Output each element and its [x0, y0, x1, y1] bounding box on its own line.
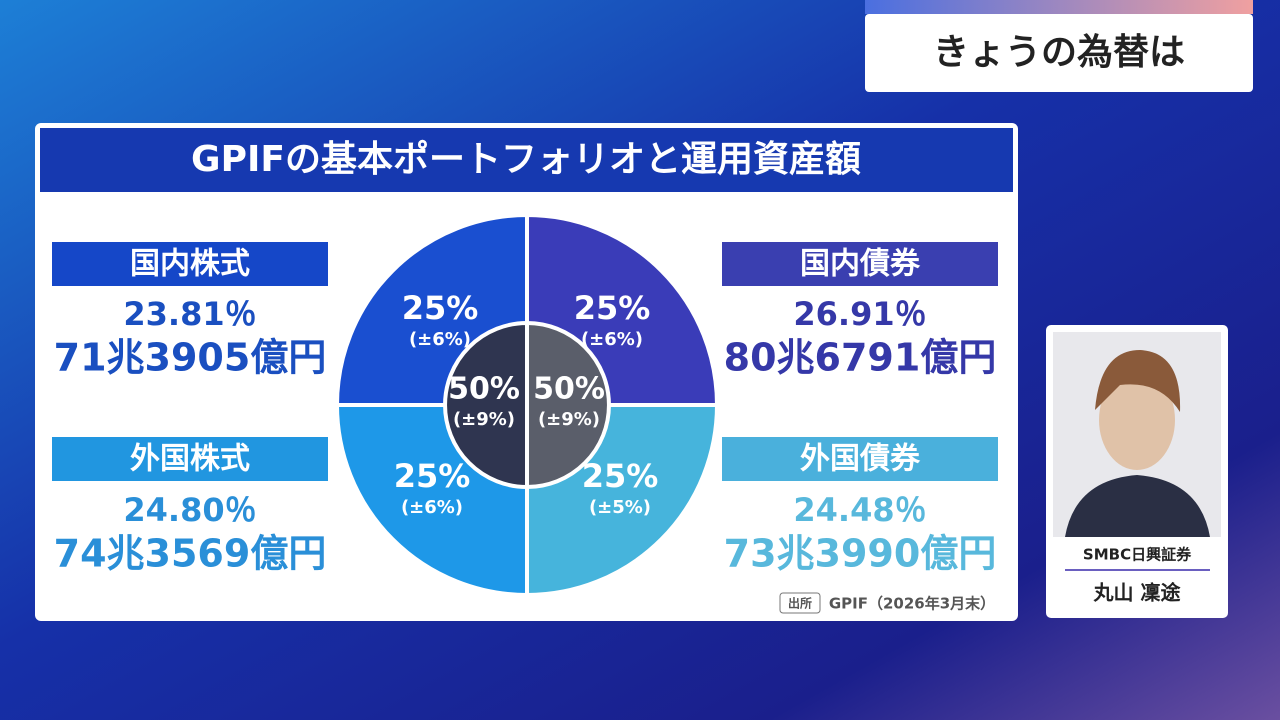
- photo-suit: [1065, 475, 1210, 537]
- asset-amount: 71兆3905億円: [54, 336, 327, 380]
- source-label: 出所: [788, 596, 812, 611]
- presenter-name: 丸山 凜途: [1093, 581, 1182, 605]
- asset-name: 国内株式: [130, 247, 250, 282]
- banner-strip: [865, 0, 1253, 14]
- wedge-range: (±6%): [581, 329, 643, 350]
- wedge-share: 25%: [394, 457, 471, 495]
- inner-share: 50%: [448, 372, 520, 407]
- presenter-company: SMBC日興証券: [1083, 546, 1192, 564]
- asset-amount: 80兆6791億円: [724, 336, 997, 380]
- asset-ratio: 24.80％: [123, 491, 256, 529]
- asset-amount: 73兆3990億円: [724, 532, 997, 576]
- wedge-share: 25%: [582, 457, 659, 495]
- asset-amount: 74兆3569億円: [54, 532, 327, 576]
- inner-half: [443, 320, 529, 490]
- panel-header: [40, 128, 1013, 192]
- wedge-range: (±6%): [401, 497, 463, 518]
- asset-ratio: 24.48％: [793, 491, 926, 529]
- asset-ratio: 26.91％: [793, 295, 926, 333]
- asset-name: 外国株式: [130, 442, 250, 477]
- inner-share: 50%: [533, 372, 605, 407]
- wedge-range: (±6%): [409, 329, 471, 350]
- inner-range: (±9%): [453, 409, 515, 430]
- photo-face: [1099, 370, 1175, 470]
- banner-title: きょうの為替は: [933, 32, 1185, 73]
- wedge-share: 25%: [574, 289, 651, 327]
- asset-label-box: [722, 242, 998, 286]
- asset-label-box: [52, 242, 328, 286]
- banner: [865, 14, 1253, 92]
- asset-label-box: [722, 437, 998, 481]
- asset-name: 外国債券: [800, 442, 921, 477]
- asset-label-box: [52, 437, 328, 481]
- asset-name: 国内債券: [800, 247, 921, 282]
- photo-hair: [1095, 350, 1181, 412]
- inner-half: [525, 320, 611, 490]
- panel-title: GPIFの基本ポートフォリオと運用資産額: [191, 138, 861, 180]
- wedge-share: 25%: [402, 289, 479, 327]
- source-text: GPIF（2026年3月末）: [829, 595, 995, 613]
- source-label-box: [779, 592, 821, 614]
- wedge-range: (±5%): [589, 497, 651, 518]
- asset-ratio: 23.81％: [123, 295, 256, 333]
- inner-range: (±9%): [538, 409, 600, 430]
